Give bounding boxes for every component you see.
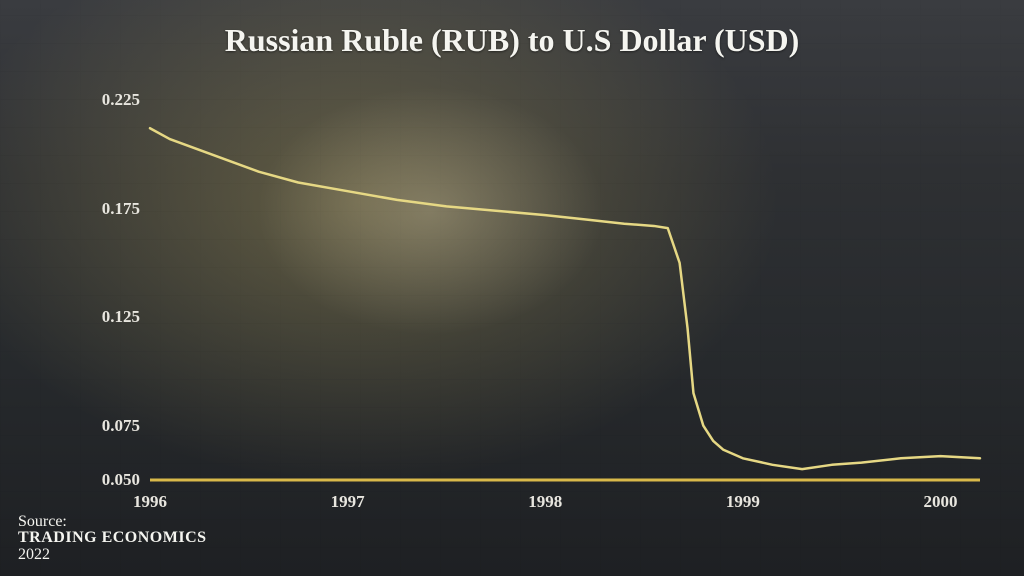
y-axis-tick-label: 0.225 — [102, 90, 140, 110]
x-axis-tick-label: 1998 — [528, 492, 562, 512]
source-name: TRADING ECONOMICS — [18, 530, 207, 547]
x-axis-tick-label: 1996 — [133, 492, 167, 512]
source-attribution: Source: TRADING ECONOMICS 2022 — [18, 514, 207, 564]
y-axis-tick-label: 0.175 — [102, 199, 140, 219]
y-axis-tick-label: 0.075 — [102, 416, 140, 436]
x-axis-tick-label: 1997 — [331, 492, 365, 512]
source-label: Source: — [18, 514, 207, 531]
source-year: 2022 — [18, 547, 207, 564]
chart-plot-area — [150, 100, 980, 480]
x-axis-tick-label: 2000 — [923, 492, 957, 512]
x-axis-tick-label: 1999 — [726, 492, 760, 512]
y-axis-tick-label: 0.125 — [102, 307, 140, 327]
y-axis-tick-label: 0.050 — [102, 470, 140, 490]
chart-title: Russian Ruble (RUB) to U.S Dollar (USD) — [0, 22, 1024, 59]
data-series-line — [150, 128, 980, 469]
